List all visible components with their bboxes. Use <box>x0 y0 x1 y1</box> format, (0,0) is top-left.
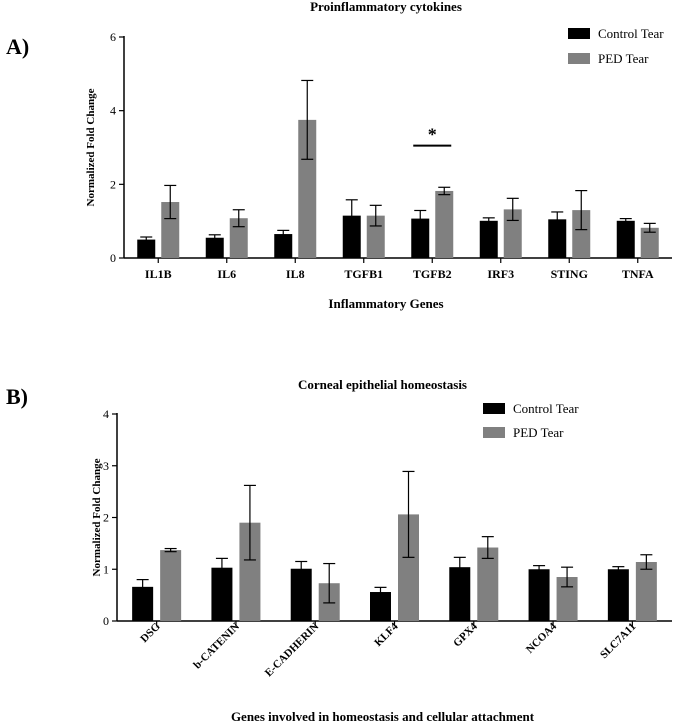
bar-ped-dsg <box>160 550 182 621</box>
x-tick-label: b-CATENIN <box>191 621 242 672</box>
legend-swatch-ped <box>568 53 590 64</box>
legend-swatch-ped <box>483 427 505 438</box>
bar-ped-klf4 <box>398 514 419 621</box>
bar-ped-il1b <box>161 202 180 258</box>
bar-control-gpx4 <box>449 567 471 621</box>
x-tick-label: TNFA <box>622 267 654 281</box>
legend-label: PED Tear <box>513 425 564 440</box>
chart-panel-a: A) Proinflammatory cytokines 0 2 4 6 Normalize… <box>6 0 672 311</box>
bar-ped-sting <box>572 210 591 258</box>
x-tick-label: NCOA4 <box>524 620 560 656</box>
y-tick-label: 2 <box>110 177 116 191</box>
y-tick-label: 4 <box>110 104 116 118</box>
x-tick-label: STING <box>551 267 588 281</box>
chart-title: Corneal epithelial homeostasis <box>298 377 467 392</box>
panel-label: B) <box>6 384 28 409</box>
x-tick-label: IL6 <box>217 267 236 281</box>
x-tick-label: IL8 <box>286 267 305 281</box>
significance-star: * <box>428 125 437 145</box>
bar-control-slc7a11 <box>607 569 629 621</box>
x-axis-label: Genes involved in homeostasis and cellul… <box>231 709 535 724</box>
bar-control-sting <box>548 219 567 258</box>
bar-ped-tgfb2 <box>435 190 454 258</box>
x-tick-label: SLC7A11 <box>598 621 638 661</box>
bar-ped-slc7a11 <box>635 562 657 621</box>
x-tick-label: DSG <box>138 620 163 645</box>
legend-label: PED Tear <box>598 51 649 66</box>
x-tick-label: IRF3 <box>487 267 514 281</box>
x-tick-label: TGFB1 <box>344 267 383 281</box>
bar-control-klf4 <box>370 592 391 621</box>
panel-label: A) <box>6 34 29 59</box>
bar-ped-irf3 <box>503 209 522 258</box>
chart-title: Proinflammatory cytokines <box>310 0 462 14</box>
bar-control-tnfa <box>616 220 635 258</box>
bar-ped-il6 <box>229 218 248 258</box>
bar-control-tgfb2 <box>411 218 430 258</box>
bar-ped-b-catenin <box>239 522 261 621</box>
y-tick-label: 6 <box>110 30 116 44</box>
legend-label: Control Tear <box>513 401 579 416</box>
y-tick-label: 4 <box>103 407 109 421</box>
bar-ped-tnfa <box>640 227 659 258</box>
x-tick-label: GPX4 <box>451 620 480 649</box>
bar-control-il8 <box>274 234 293 258</box>
bar-control-ncoa4 <box>528 569 550 621</box>
y-axis-label: Normalized Fold Change <box>91 458 103 576</box>
legend-label: Control Tear <box>598 26 664 41</box>
y-tick-label: 1 <box>103 562 109 576</box>
y-tick-label: 2 <box>103 511 109 525</box>
bar-control-il1b <box>137 239 156 258</box>
bar-control-b-catenin <box>211 567 233 621</box>
x-tick-label: TGFB2 <box>413 267 452 281</box>
legend-swatch-control <box>568 28 590 39</box>
legend-swatch-control <box>483 403 505 414</box>
y-tick-label: 0 <box>103 614 109 628</box>
bar-control-tgfb1 <box>342 215 361 258</box>
bar-control-e-cadherin <box>290 568 312 621</box>
x-axis-label: Inflammatory Genes <box>328 296 443 311</box>
bar-control-il6 <box>205 237 224 258</box>
y-tick-label: 0 <box>110 251 116 265</box>
chart-panel-b: B) Corneal epithelial homeostasis 0 1 2 3 4 Nor… <box>6 377 672 724</box>
bar-ped-il8 <box>298 119 317 258</box>
bar-control-dsg <box>132 586 154 621</box>
bar-ped-gpx4 <box>477 547 499 621</box>
y-axis-label: Normalized Fold Change <box>85 88 97 206</box>
bar-control-irf3 <box>479 220 498 258</box>
bar-ped-ncoa4 <box>556 577 578 621</box>
x-tick-label: E-CADHERIN <box>263 621 322 680</box>
x-tick-label: IL1B <box>145 267 172 281</box>
y-tick-label: 3 <box>103 459 109 473</box>
x-tick-label: KLF4 <box>372 620 401 649</box>
